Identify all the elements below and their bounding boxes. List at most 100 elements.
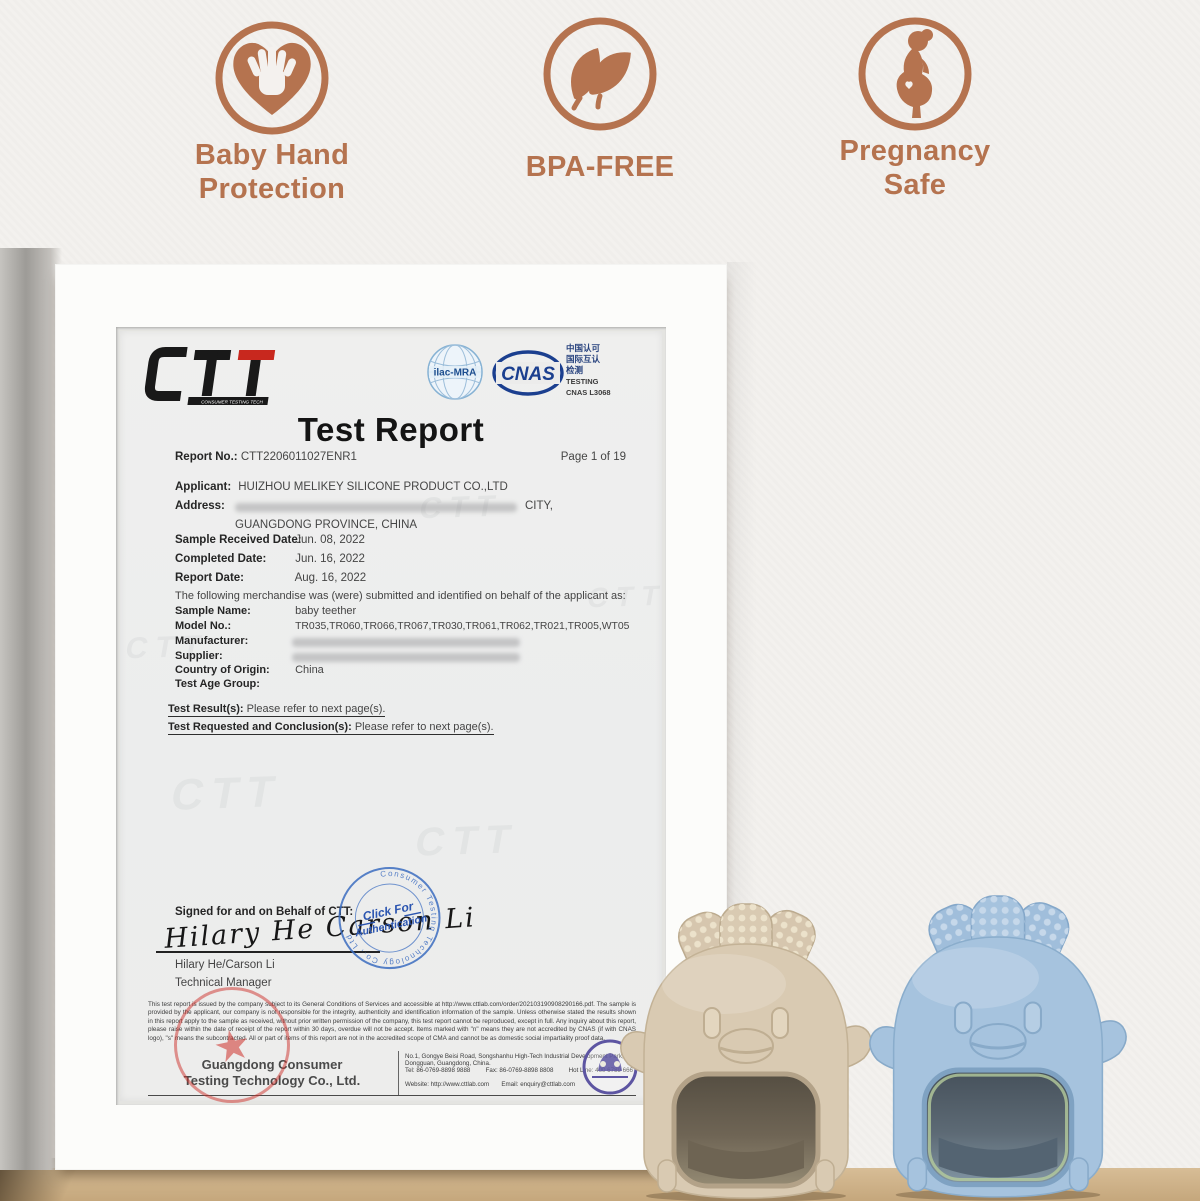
date-value: Jun. 16, 2022	[295, 553, 365, 565]
supplier-redacted	[292, 653, 520, 662]
badge-bpa-free: BPA-FREE	[480, 14, 720, 184]
merch-intro: The following merchandise was (were) sub…	[175, 590, 626, 602]
merch-row: Test Age Group:	[175, 678, 260, 690]
test-result-line: Test Result(s): Please refer to next pag…	[168, 703, 386, 717]
test-report-page: CTT CTT CTT CTT CTT CONSUMER TESTING TEC…	[120, 331, 670, 1114]
address-label: Address:	[175, 500, 225, 512]
badge-label-line1: Pregnancy	[839, 135, 991, 167]
teether-handle-hole	[921, 1067, 1075, 1188]
date-row: Report Date: Aug. 16, 2022	[175, 572, 366, 584]
leaves-icon	[540, 14, 660, 134]
date-label: Sample Received Date:	[175, 534, 302, 546]
badge-label-line2: Safe	[883, 169, 947, 201]
badge-baby-hand-protection: Baby Hand Protection	[152, 18, 392, 206]
ilac-mra-logo: ilac-MRA	[426, 343, 484, 406]
signed-for-label: Signed for and on Behalf of CTT:	[175, 906, 354, 918]
report-title: Test Report	[297, 411, 485, 448]
merch-row: Manufacturer:	[175, 635, 248, 647]
ctt-watermark: CTT	[167, 767, 287, 820]
address-tail: CITY,	[525, 500, 553, 512]
merch-row: Sample Name: baby teether	[175, 605, 356, 617]
date-row: Completed Date: Jun. 16, 2022	[175, 553, 365, 565]
signature-line	[156, 951, 380, 953]
ctt-logo: CONSUMER TESTING TECH	[144, 344, 294, 411]
merch-row: Country of Origin: China	[175, 664, 324, 676]
accreditation-line: 检测	[566, 365, 584, 375]
ctt-logo-subtext: CONSUMER TESTING TECH	[201, 400, 263, 405]
pregnant-woman-icon	[855, 14, 975, 134]
authentication-stamp: Consumer Testing Technology Co., Ltd Cli…	[322, 850, 458, 990]
company-line1: Guangdong Consumer	[201, 1057, 343, 1072]
badge-label-line1: BPA-FREE	[525, 151, 675, 183]
picture-frame: CTT CTT CTT CTT CTT CONSUMER TESTING TEC…	[55, 264, 727, 1170]
applicant-label: Applicant:	[175, 481, 232, 493]
badge-label-line2: Protection	[198, 173, 346, 205]
cnas-logo: CNAS	[492, 349, 564, 402]
wall-shadow	[0, 248, 62, 1170]
accreditation-line: 中国认可	[566, 343, 601, 353]
date-row: Sample Received Date: Jun. 08, 2022	[175, 534, 365, 546]
result-label: Test Result(s):	[168, 703, 244, 715]
badge-pregnancy-safe: Pregnancy Safe	[795, 14, 1035, 202]
red-company-seal: ★	[163, 976, 301, 1114]
signer-names: Hilary He/Carson Li	[175, 959, 275, 971]
hand-heart-icon	[212, 18, 332, 138]
date-value: Jun. 08, 2022	[295, 534, 365, 546]
accreditation-line: TESTING	[566, 377, 599, 386]
merch-label: Supplier:	[175, 650, 223, 662]
disclaimer-text: This test report is issued by the compan…	[148, 1001, 636, 1042]
address-row: Address:	[175, 500, 225, 512]
report-no-label: Report No.:	[175, 451, 238, 463]
footer-web-row: Website: http://www.cttlab.com Email: en…	[405, 1081, 575, 1088]
result-value: Please refer to next page(s).	[243, 703, 386, 715]
teether-face	[953, 1001, 1043, 1060]
footer-tel: Tel: 86-0769-8898 9888	[405, 1067, 471, 1074]
accreditation-line: 国际互认	[566, 354, 601, 364]
conclusion-label: Test Requested and Conclusion(s):	[168, 721, 352, 733]
merch-label: Sample Name:	[175, 605, 251, 617]
teether-face	[703, 1007, 789, 1064]
date-label: Report Date:	[175, 572, 245, 584]
cnas-label: CNAS	[501, 364, 555, 385]
address-redacted	[235, 503, 517, 512]
merch-label: Country of Origin:	[175, 664, 270, 676]
company-line2: Testing Technology Co., Ltd.	[183, 1073, 361, 1088]
applicant-value: HUIZHOU MELIKEY SILICONE PRODUCT CO.,LTD	[238, 481, 508, 493]
ilac-mra-label: ilac-MRA	[434, 368, 477, 379]
merch-value: TR035,TR060,TR066,TR067,TR030,TR061,TR06…	[295, 621, 630, 632]
merch-label: Test Age Group:	[175, 678, 260, 690]
page-number: Page 1 of 19	[560, 451, 626, 463]
applicant-row: Applicant: HUIZHOU MELIKEY SILICONE PROD…	[175, 481, 508, 493]
beige-teether-toy	[612, 902, 880, 1201]
date-value: Aug. 16, 2022	[294, 572, 367, 584]
merch-label: Manufacturer:	[175, 635, 249, 647]
merch-value: China	[295, 664, 324, 676]
conclusion-value: Please refer to next page(s).	[351, 721, 494, 733]
teether-feet	[657, 1159, 835, 1193]
address-line2: GUANGDONG PROVINCE, CHINA	[235, 519, 418, 531]
footer-fax: Fax: 86-0769-8898 8808	[485, 1067, 554, 1074]
badge-label-line1: Baby Hand	[194, 139, 350, 171]
footer-website: Website: http://www.cttlab.com	[405, 1081, 490, 1088]
cnas-accreditation-text: 中国认可 国际互认 检测 TESTING CNAS L3068	[566, 343, 611, 398]
teether-feet	[907, 1157, 1089, 1192]
merch-value: baby teether	[295, 605, 357, 617]
accreditation-line: CNAS L3068	[566, 388, 611, 397]
manufacturer-redacted	[292, 638, 520, 647]
report-no-value: CTT2206011027ENR1	[240, 451, 357, 463]
seal-star-icon: ★	[208, 1018, 256, 1072]
merch-label: Model No.:	[175, 620, 232, 632]
footer-rule	[148, 1095, 636, 1096]
date-label: Completed Date:	[175, 553, 267, 565]
footer-address: No.1, Gongye Beisi Road, Songshanhu High…	[405, 1053, 624, 1067]
merch-row: Supplier:	[175, 650, 223, 662]
footer-email: Email: enquiry@cttlab.com	[501, 1081, 575, 1088]
teether-handle-hole	[671, 1071, 821, 1189]
footer-company-name: Guangdong Consumer Testing Technology Co…	[148, 1057, 396, 1089]
blue-teether-toy	[858, 894, 1138, 1201]
test-conclusion-line: Test Requested and Conclusion(s): Please…	[168, 721, 494, 735]
merch-row: Model No.: TR035,TR060,TR066,TR067,TR030…	[175, 620, 629, 632]
signer-title: Technical Manager	[175, 977, 272, 989]
report-no-row: Report No.: CTT2206011027ENR1	[175, 451, 357, 463]
